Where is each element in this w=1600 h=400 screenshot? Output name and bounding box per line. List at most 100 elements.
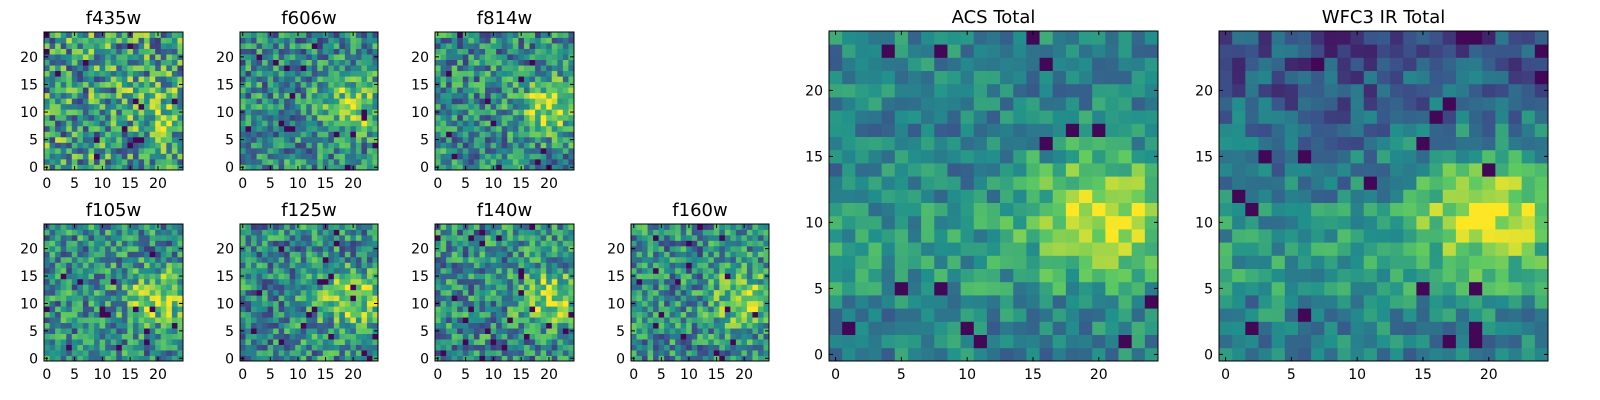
- pixel-cell: [546, 153, 553, 160]
- pixel-cell: [256, 70, 263, 77]
- pixel-cell: [88, 289, 95, 296]
- pixel-cell: [88, 333, 95, 340]
- pixel-cell: [1013, 255, 1027, 269]
- pixel-cell: [160, 120, 167, 127]
- pixel-cell: [518, 344, 525, 351]
- pixel-cell: [551, 251, 558, 258]
- pixel-cell: [251, 114, 257, 121]
- pixel-cell: [267, 328, 274, 334]
- pixel-cell: [110, 273, 117, 280]
- pixel-cell: [110, 136, 117, 143]
- pixel-cell: [546, 65, 553, 72]
- pixel-cell: [311, 339, 318, 345]
- pixel-cell: [333, 114, 340, 121]
- pixel-cell: [557, 120, 564, 127]
- pixel-cell: [546, 339, 553, 345]
- pixel-cell: [317, 224, 324, 230]
- pixel-cell: [868, 321, 883, 335]
- pixel-cell: [49, 300, 56, 307]
- pixel-cell: [160, 103, 167, 110]
- pixel-cell: [160, 262, 167, 269]
- pixel-cell: [540, 43, 547, 49]
- pixel-cell: [273, 43, 280, 49]
- pixel-cell: [171, 333, 178, 340]
- pixel-cell: [171, 109, 178, 116]
- x-tick-label: 5: [657, 367, 666, 383]
- pixel-cell: [289, 37, 296, 44]
- pixel-cell: [451, 98, 458, 105]
- pixel-cell: [105, 229, 112, 236]
- pixel-cell: [311, 267, 318, 274]
- pixel-cell: [344, 87, 351, 94]
- pixel-cell: [77, 256, 84, 263]
- pixel-cell: [44, 131, 50, 138]
- pixel-cell: [636, 306, 643, 313]
- pixel-cell: [523, 109, 530, 116]
- pixel-cell: [240, 70, 246, 77]
- x-tick-label: 0: [238, 176, 247, 192]
- pixel-cell: [507, 153, 514, 160]
- pixel-cell: [523, 103, 530, 110]
- pixel-cell: [273, 98, 280, 105]
- pixel-cell: [468, 43, 475, 49]
- pixel-cell: [496, 158, 503, 165]
- pixel-cell: [171, 76, 178, 83]
- pixel-cell: [490, 262, 497, 269]
- pixel-cell: [490, 333, 497, 340]
- pixel-cell: [546, 43, 553, 49]
- pixel-cell: [1026, 149, 1040, 164]
- pixel-cell: [697, 317, 704, 324]
- pixel-cell: [647, 240, 654, 247]
- pixel-cell: [138, 240, 145, 247]
- pixel-cell: [94, 136, 100, 143]
- pixel-cell: [496, 120, 503, 127]
- pixel-cell: [642, 322, 648, 329]
- pixel-cell: [479, 81, 486, 88]
- pixel-cell: [947, 202, 961, 217]
- pixel-cell: [366, 234, 373, 241]
- pixel-cell: [355, 267, 362, 274]
- pixel-cell: [82, 92, 89, 99]
- pixel-cell: [105, 54, 112, 60]
- pixel-cell: [262, 81, 268, 88]
- pixel-cell: [166, 131, 173, 138]
- pixel-cell: [289, 120, 296, 127]
- pixel-cell: [741, 328, 748, 334]
- pixel-cell: [1026, 176, 1040, 190]
- pixel-cell: [735, 317, 742, 324]
- pixel-cell: [702, 224, 709, 230]
- pixel-cell: [568, 262, 575, 269]
- pixel-cell: [446, 224, 453, 230]
- pixel-cell: [457, 251, 464, 258]
- pixel-cell: [496, 87, 503, 94]
- pixel-cell: [855, 308, 869, 322]
- pixel-cell: [322, 306, 329, 313]
- pixel-cell: [529, 262, 536, 269]
- pixel-cell: [680, 333, 687, 340]
- pixel-cell: [339, 245, 346, 252]
- pixel-cell: [289, 147, 296, 154]
- pixel-cell: [355, 120, 362, 127]
- pixel-cell: [278, 339, 285, 345]
- pixel-cell: [372, 229, 379, 236]
- pixel-cell: [256, 229, 263, 236]
- pixel-cell: [171, 98, 178, 105]
- pixel-cell: [278, 251, 285, 258]
- pixel-cell: [132, 32, 139, 38]
- pixel-cell: [372, 278, 379, 285]
- pixel-cell: [350, 54, 357, 60]
- pixel-cell: [132, 306, 139, 313]
- pixel-cell: [94, 65, 100, 72]
- pixel-cell: [99, 120, 106, 127]
- pixel-cell: [490, 328, 497, 334]
- pixel-cell: [366, 92, 373, 99]
- pixel-cell: [451, 256, 458, 263]
- pixel-cell: [653, 278, 659, 285]
- pixel-cell: [77, 267, 84, 274]
- pixel-cell: [138, 48, 145, 55]
- pixel-cell: [94, 344, 100, 351]
- pixel-cell: [256, 350, 263, 356]
- pixel-cell: [155, 278, 162, 285]
- pixel-cell: [328, 300, 335, 307]
- pixel-cell: [653, 300, 659, 307]
